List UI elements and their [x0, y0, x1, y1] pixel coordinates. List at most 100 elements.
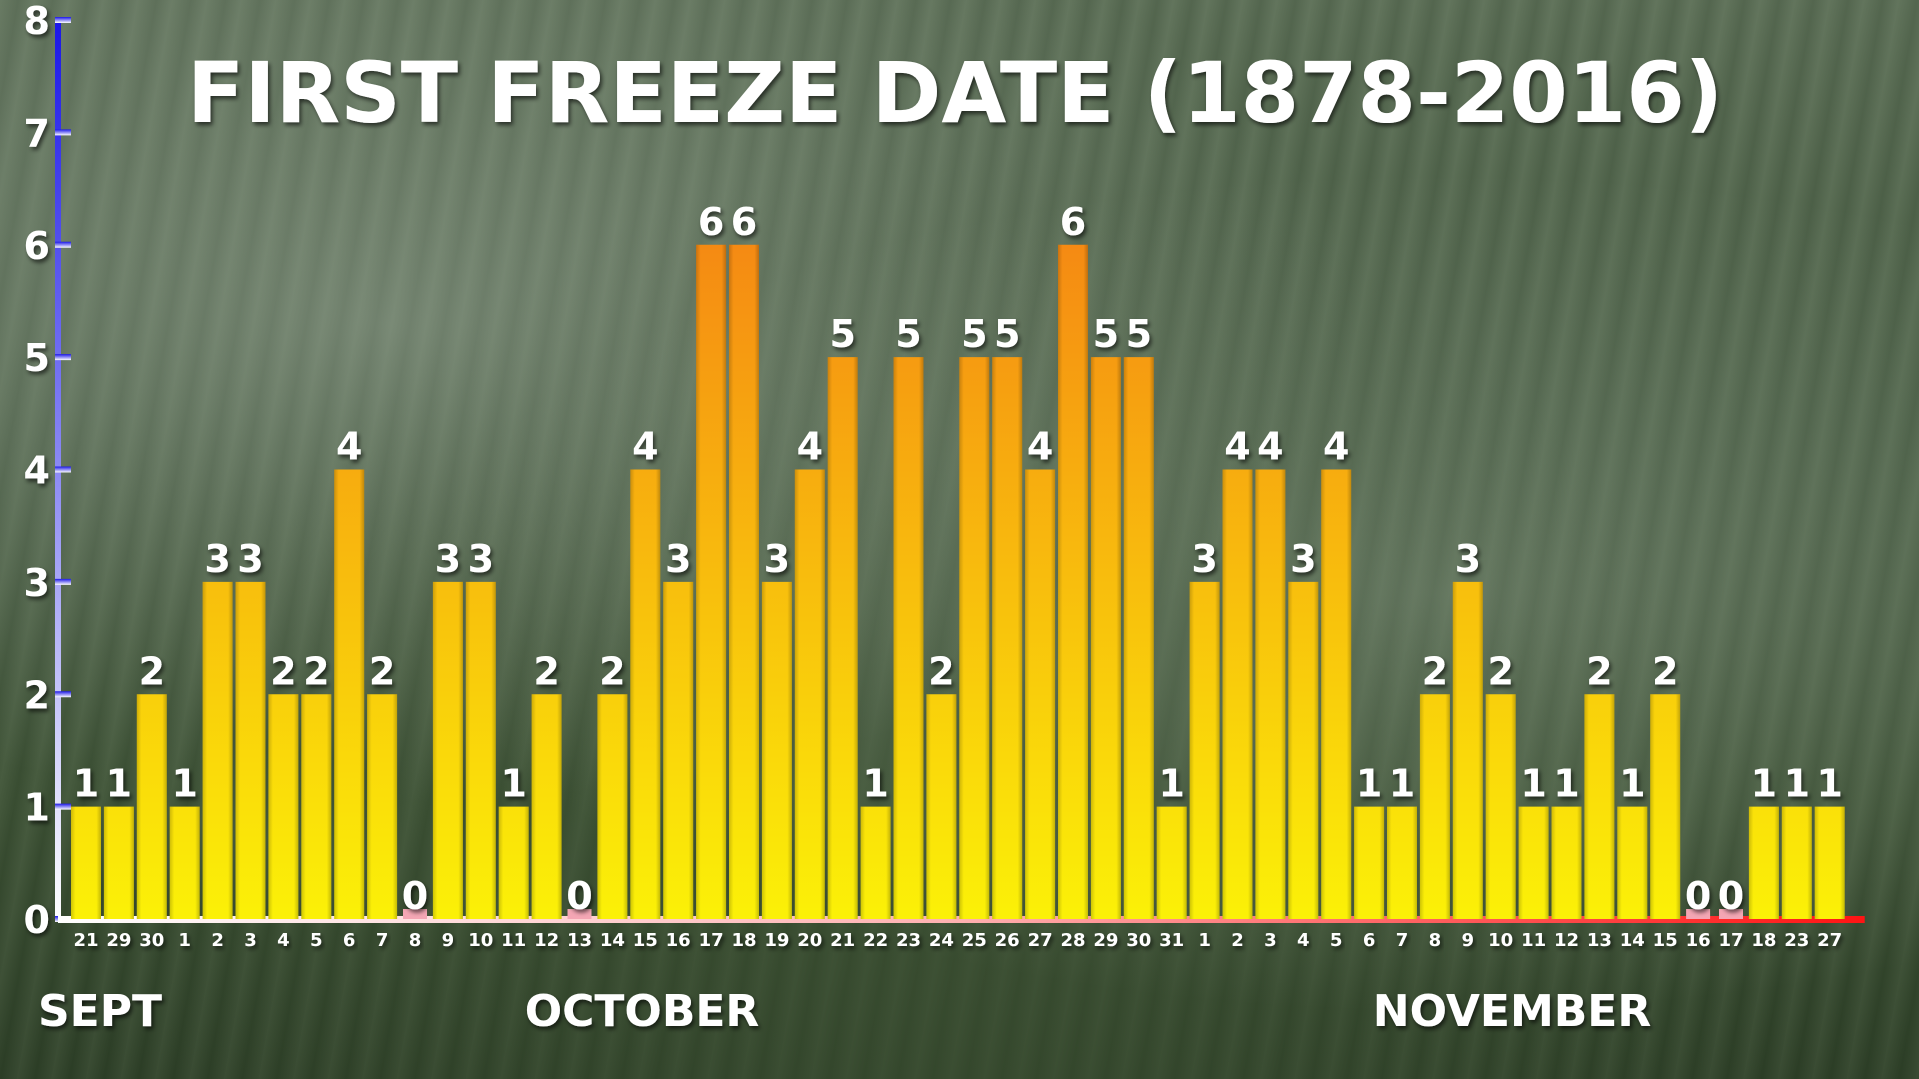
x-tick-label: 9: [1462, 930, 1475, 951]
month-labels-group: SEPT OCTOBER NOVEMBER: [38, 986, 1651, 1037]
bar-shading: [794, 469, 825, 919]
bar-value-label: 4: [336, 425, 362, 469]
bar-shading: [103, 806, 134, 919]
bar-shading: [136, 694, 167, 919]
bar-shading: [1419, 694, 1450, 919]
y-tick-label: 8: [24, 0, 50, 43]
bar-value-label: 1: [73, 762, 99, 806]
bar-shading: [597, 694, 628, 919]
bar-value-label: 3: [468, 537, 494, 581]
bar-value-label: 4: [1224, 425, 1250, 469]
bar-value-label: 0: [566, 874, 592, 918]
bar-value-label: 1: [1619, 762, 1645, 806]
bar-shading: [531, 694, 562, 919]
x-axis: 21 29 30 1 2 3 4 5 6 7 8 9 10 11 12 13 14 15 16 17 18 19 20 21 2…: [73, 930, 1842, 951]
bar-shading: [1748, 806, 1779, 919]
x-tick-label: 23: [896, 930, 921, 951]
bar-shading: [1584, 694, 1615, 919]
bar-value-label: 1: [1158, 762, 1184, 806]
y-axis: 0 1 2 3 4 5 6 7 8: [24, 0, 1865, 942]
x-tick-label: 14: [1620, 930, 1645, 951]
x-tick-label: 26: [995, 930, 1020, 951]
x-tick-label: 14: [600, 930, 625, 951]
bar-shading: [1387, 806, 1417, 919]
x-tick-label: 5: [1330, 930, 1343, 951]
bar-value-label: 6: [698, 200, 724, 244]
bar-shading: [301, 694, 332, 919]
y-tick-label: 4: [24, 449, 50, 493]
x-tick-label: 30: [139, 930, 164, 951]
bar-shading: [1485, 694, 1516, 919]
bar-shading: [926, 694, 957, 919]
y-tick-mark: [55, 241, 71, 248]
x-tick-label: 12: [1554, 930, 1579, 951]
bar-shading: [1156, 806, 1187, 919]
bar-value-label: 3: [1191, 537, 1217, 581]
bar-value-label: 2: [533, 649, 559, 693]
bar-value-label: 4: [1323, 425, 1349, 469]
x-tick-label: 22: [863, 930, 888, 951]
bar-value-label: 1: [500, 762, 526, 806]
y-tick-mark: [55, 354, 71, 361]
x-tick-label: 19: [764, 930, 789, 951]
bar-shading: [169, 806, 200, 919]
y-tick-label: 0: [24, 898, 50, 942]
bar-shading: [630, 469, 661, 919]
bar-shading: [1781, 806, 1812, 919]
x-tick-label: 28: [1060, 930, 1085, 951]
bar-value-label: 2: [1487, 649, 1513, 693]
x-tick-label: 20: [797, 930, 822, 951]
bar-value-label: 0: [402, 874, 428, 918]
bar-shading: [465, 581, 496, 919]
x-tick-label: 1: [178, 930, 191, 951]
month-label: OCTOBER: [525, 986, 760, 1037]
bar-shading: [1025, 469, 1056, 919]
x-tick-label: 3: [1264, 930, 1277, 951]
bar-value-label: 1: [106, 762, 132, 806]
bar-value-label: 4: [797, 425, 823, 469]
x-tick-label: 3: [244, 930, 257, 951]
x-tick-label: 23: [1784, 930, 1809, 951]
x-tick-label: 18: [731, 930, 756, 951]
x-tick-label: 2: [1231, 930, 1244, 951]
x-tick-label: 2: [211, 930, 224, 951]
bar-value-label: 3: [237, 537, 263, 581]
bar-shading: [1551, 806, 1582, 919]
bar-shading: [729, 244, 759, 919]
bar-shading: [1617, 806, 1648, 919]
x-tick-label: 25: [962, 930, 987, 951]
bar-shading: [334, 469, 365, 919]
bar-value-label: 6: [731, 200, 757, 244]
bar-shading: [992, 357, 1023, 919]
x-tick-label: 27: [1028, 930, 1053, 951]
x-axis-baseline: [58, 916, 1865, 923]
bar-value-label: 2: [1586, 649, 1612, 693]
x-tick-label: 8: [1429, 930, 1442, 951]
x-tick-label: 21: [830, 930, 855, 951]
bar-value-label: 4: [632, 425, 658, 469]
bar-value-label: 5: [961, 312, 987, 356]
bar-value-label: 2: [1422, 649, 1448, 693]
y-tick-mark: [55, 578, 71, 585]
bar-value-label: 3: [204, 537, 230, 581]
bar-shading: [860, 806, 891, 919]
bar-shading: [893, 357, 924, 919]
x-tick-label: 30: [1126, 930, 1151, 951]
bar-value-label: 3: [435, 537, 461, 581]
bar-shading: [432, 581, 463, 919]
x-tick-label: 13: [1587, 930, 1612, 951]
x-tick-label: 4: [277, 930, 290, 951]
bar-value-label: 2: [303, 649, 329, 693]
x-tick-label: 15: [1653, 930, 1678, 951]
bar-shading: [663, 581, 694, 919]
month-label: SEPT: [38, 986, 162, 1037]
bar-value-label: 3: [764, 537, 790, 581]
x-tick-label: 21: [73, 930, 98, 951]
y-tick-label: 2: [24, 673, 50, 717]
x-tick-label: 7: [1396, 930, 1409, 951]
x-tick-label: 17: [699, 930, 724, 951]
bar-value-label: 3: [1290, 537, 1316, 581]
bar-value-label: 1: [1356, 762, 1382, 806]
bar-value-label: 5: [1093, 312, 1119, 356]
bar-shading: [1090, 357, 1121, 919]
